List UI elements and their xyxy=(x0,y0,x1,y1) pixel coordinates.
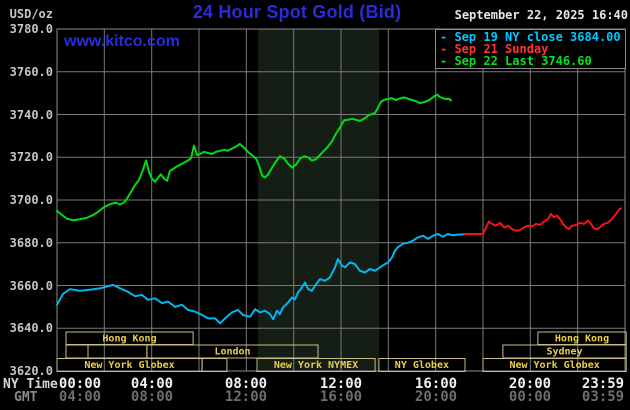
session-box xyxy=(378,358,466,372)
x-tick-label-ny: 12:00 xyxy=(319,376,363,392)
series-line-sep19 xyxy=(56,233,466,325)
session-label: Sydney xyxy=(546,347,582,358)
session-label: NY Globex xyxy=(395,360,449,371)
session-row: New York Globex New York NYMEX NY Globex Ne… xyxy=(56,358,627,372)
x-tick-label-gmt: 20:00 xyxy=(414,389,458,405)
session-label: London xyxy=(214,347,250,358)
x-tick-label-ny: 16:00 xyxy=(414,376,458,392)
legend-entry: - Sep 19 NY close 3684.00 xyxy=(440,30,621,44)
session-box xyxy=(482,358,627,372)
kitco-watermark-link[interactable]: www.kitco.com xyxy=(64,33,180,50)
y-tick-label: 3700.0 xyxy=(9,193,53,207)
x-tick-label-ny: 08:00 xyxy=(224,376,268,392)
x-tick-label-gmt: 00:00 xyxy=(508,389,552,405)
y-tick-label: 3760.0 xyxy=(9,65,53,79)
y-tick-label: 3740.0 xyxy=(9,108,53,122)
session-box xyxy=(65,344,89,359)
session-box xyxy=(87,344,148,359)
session-label: New York NYMEX xyxy=(274,360,358,371)
series-line-sep22 xyxy=(56,93,452,222)
x-tick-label-gmt: 12:00 xyxy=(224,389,268,405)
x-tick-label-gmt: 08:00 xyxy=(130,389,174,405)
page-title: 24 Hour Spot Gold (Bid) xyxy=(192,2,402,22)
session-row: London Sydney xyxy=(65,344,627,359)
x-tick-label-gmt: 16:00 xyxy=(319,389,363,405)
session-label: Hong Kong xyxy=(555,334,609,345)
session-label: Hong Kong xyxy=(102,334,156,345)
session-label: New York Globex xyxy=(509,360,599,371)
series-line-sep21 xyxy=(464,207,622,235)
session-box xyxy=(146,344,319,359)
x-tick-label-gmt: 04:00 xyxy=(58,389,102,405)
legend-entry: - Sep 21 Sunday xyxy=(440,42,549,56)
chart-legend: - Sep 19 NY close 3684.00- Sep 21 Sunday… xyxy=(435,29,626,69)
x-tick-label-ny: 00:00 xyxy=(58,376,102,392)
session-box xyxy=(201,358,228,372)
gmt-axis-label: GMT xyxy=(14,390,38,405)
y-tick-label: 3720.0 xyxy=(9,150,53,164)
y-axis-units-label: USD/oz xyxy=(9,7,53,21)
y-tick-label: 3780.0 xyxy=(9,22,53,36)
y-tick-label: 3620.0 xyxy=(9,364,53,378)
chart-datetime: September 22, 2025 16:40 xyxy=(454,8,628,22)
y-tick-label: 3640.0 xyxy=(9,321,53,335)
y-tick-label: 3660.0 xyxy=(9,279,53,293)
ny-time-axis-label: NY Time xyxy=(3,377,58,392)
session-label: New York Globex xyxy=(84,360,174,371)
x-tick-label-ny: 23:59 xyxy=(581,376,625,392)
x-tick-label-ny: 04:00 xyxy=(130,376,174,392)
gridlines xyxy=(57,29,625,371)
x-tick-label-gmt: 03:59 xyxy=(581,389,625,405)
session-box xyxy=(256,358,376,372)
y-tick-label: 3680.0 xyxy=(9,236,53,250)
legend-entry: - Sep 22 Last 3746.60 xyxy=(440,54,592,68)
x-tick-label-ny: 20:00 xyxy=(508,376,552,392)
